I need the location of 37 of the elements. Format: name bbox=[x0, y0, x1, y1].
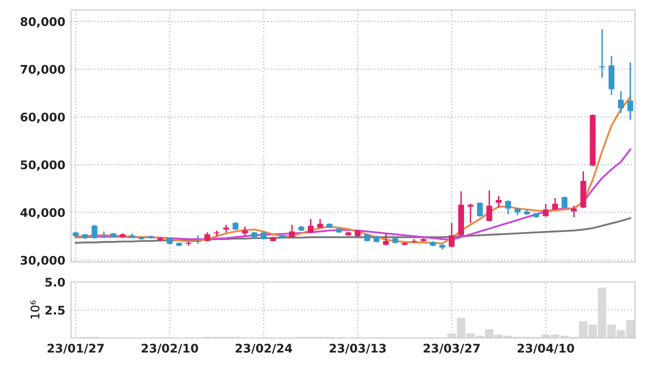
candlestick bbox=[562, 196, 568, 209]
candlestick bbox=[496, 195, 502, 208]
candlestick bbox=[505, 200, 512, 215]
candlestick bbox=[382, 232, 389, 246]
candlestick bbox=[242, 226, 248, 237]
candlestick bbox=[204, 232, 210, 242]
candlestick bbox=[468, 203, 474, 224]
candlestick bbox=[552, 197, 558, 211]
x-tick-label: 23/03/13 bbox=[330, 344, 386, 354]
candlestick bbox=[627, 62, 634, 120]
candlestick bbox=[317, 218, 324, 229]
candlestick bbox=[92, 224, 98, 240]
y-tick-label: 60,000 bbox=[20, 112, 65, 124]
candlestick bbox=[288, 224, 295, 238]
y-tick-label: 50,000 bbox=[20, 160, 65, 171]
candlestick bbox=[476, 202, 483, 218]
candlestick bbox=[570, 204, 577, 218]
candlestick bbox=[599, 28, 606, 78]
y-tick-label: 30,000 bbox=[20, 256, 65, 266]
candlestick bbox=[618, 90, 624, 114]
x-tick-label: 23/04/10 bbox=[518, 344, 574, 354]
candlestick bbox=[608, 55, 614, 96]
x-tick-label: 23/01/27 bbox=[48, 344, 104, 354]
candlestick bbox=[448, 222, 455, 248]
candlestick bbox=[542, 203, 549, 218]
y-tick-label: 5.0 bbox=[45, 278, 65, 287]
y-tick-label: 70,000 bbox=[20, 64, 65, 76]
candlestick bbox=[486, 190, 492, 222]
y-tick-label: 40,000 bbox=[20, 208, 65, 219]
candlestick bbox=[194, 234, 201, 245]
y-axis-title: 10⁶ bbox=[30, 300, 40, 319]
x-tick-label: 23/02/10 bbox=[142, 344, 198, 354]
y-tick-label: 2.5 bbox=[45, 306, 65, 315]
candlestick bbox=[308, 218, 314, 234]
y-tick-label: 80,000 bbox=[20, 17, 65, 28]
x-tick-label: 23/02/24 bbox=[236, 344, 292, 354]
x-tick-label: 23/03/27 bbox=[424, 344, 480, 354]
